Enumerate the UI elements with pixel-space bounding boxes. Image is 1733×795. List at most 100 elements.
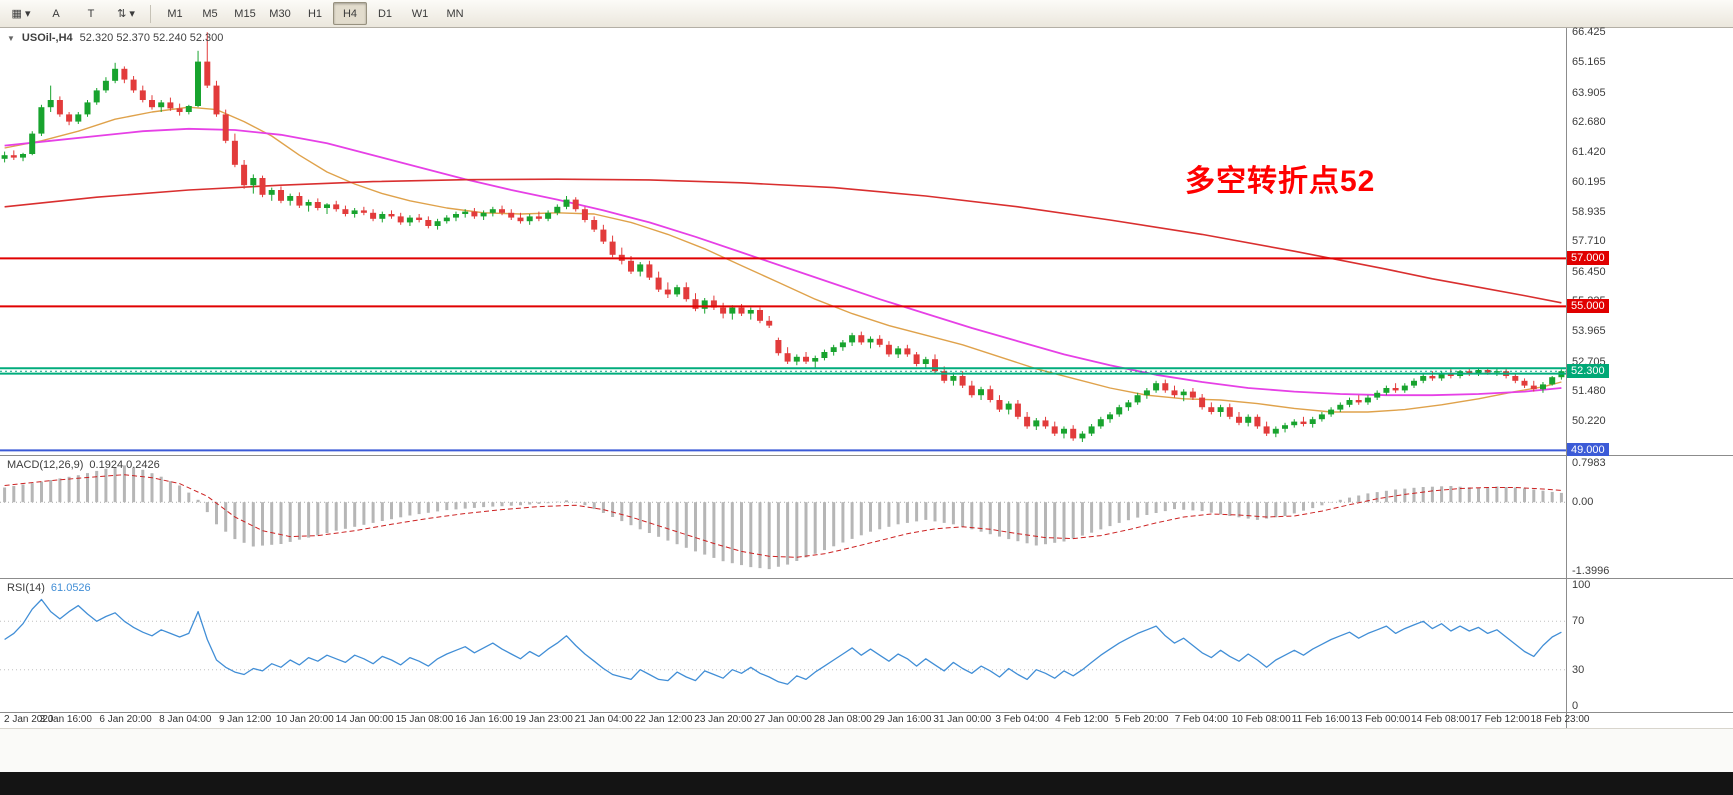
panel-separator[interactable]: [0, 578, 1733, 579]
layout-dropdown-button[interactable]: ⇅ ▾: [117, 8, 135, 20]
timeframe-button-m15[interactable]: M15: [234, 7, 256, 20]
time-label: 11 Feb 16:00: [1291, 714, 1350, 725]
price-tick-label: 51.480: [1572, 384, 1606, 397]
macd-scale-label: 0.00: [1572, 496, 1594, 509]
symbol-period-label: USOil-,H4: [21, 32, 73, 44]
price-level-badge: 57.000: [1567, 251, 1609, 266]
time-label: 28 Jan 08:00: [813, 714, 872, 725]
macd-label: MACD(12,26,9) 0.1924 0.2426: [7, 459, 160, 471]
time-label: 18 Feb 23:00: [1530, 714, 1590, 725]
time-label: 3 Jan 16:00: [39, 714, 92, 725]
rsi-scale-label: 30: [1572, 663, 1585, 676]
timeframe-button-h4[interactable]: H4: [333, 2, 367, 25]
rsi-indicator-panel: RSI(14) 61.0526 100 70 30 0: [0, 579, 1733, 712]
chart-expand-icon[interactable]: ▼: [7, 33, 15, 43]
time-label: 16 Jan 16:00: [455, 714, 514, 725]
time-label: 10 Jan 20:00: [275, 714, 334, 725]
rsi-title: RSI(14): [7, 582, 45, 594]
timeframe-button-w1[interactable]: W1: [411, 7, 429, 20]
ma-fast-orange: [4, 106, 1562, 413]
macd-scale-label: -1.3996: [1572, 565, 1610, 577]
timeframe-button-h1[interactable]: H1: [307, 7, 323, 20]
time-label: 17 Feb 12:00: [1470, 714, 1530, 725]
chart-header: ▼ USOil-,H4 52.320 52.370 52.240 52.300: [7, 32, 223, 44]
price-scale-divider: [1566, 579, 1567, 712]
price-tick-label: 60.195: [1572, 175, 1606, 188]
timeframe-button-m5[interactable]: M5: [202, 7, 218, 20]
price-chart-canvas[interactable]: [0, 28, 1566, 455]
rsi-scale-label: 70: [1572, 615, 1585, 628]
price-level-badge: 49.000: [1567, 443, 1609, 458]
moving-averages-layer: [4, 106, 1562, 413]
time-label: 3 Feb 04:00: [995, 714, 1049, 725]
time-label: 31 Jan 00:00: [933, 714, 992, 725]
tool-icon-group: ▦ ▾ A T ⇅ ▾: [4, 2, 143, 25]
toolbar-separator: [150, 4, 151, 23]
timeframe-button-d1[interactable]: D1: [377, 7, 393, 20]
chart-annotation-text[interactable]: 多空转折点52: [1185, 165, 1376, 198]
time-label: 19 Jan 23:00: [514, 714, 573, 725]
time-label: 14 Feb 08:00: [1411, 714, 1470, 725]
rsi-canvas[interactable]: [0, 579, 1566, 712]
price-tick-label: 57.710: [1572, 235, 1606, 248]
cursor-tool-button[interactable]: A: [52, 7, 60, 20]
timeframe-button-m1[interactable]: M1: [167, 7, 183, 20]
price-scale-divider: [1566, 28, 1567, 455]
macd-canvas[interactable]: [0, 456, 1566, 578]
price-tick-label: 56.450: [1572, 265, 1606, 278]
time-label: 29 Jan 16:00: [873, 714, 932, 725]
price-tick-label: 61.420: [1572, 146, 1606, 159]
price-scale-divider: [1566, 713, 1567, 728]
ohlc-values: 52.320 52.370 52.240 52.300: [79, 32, 224, 44]
price-tick-label: 50.220: [1572, 415, 1606, 428]
timeframe-button-m30[interactable]: M30: [269, 7, 291, 20]
candles-layer: [1, 32, 1565, 442]
rsi-scale-label: 100: [1572, 579, 1591, 591]
horizontal-levels-layer: [0, 257, 1566, 452]
price-tick-label: 62.680: [1572, 116, 1606, 129]
time-label: 21 Jan 04:00: [574, 714, 633, 725]
time-label: 2 Jan 2020: [4, 714, 54, 725]
macd-title: MACD(12,26,9): [7, 459, 84, 471]
time-label: 5 Feb 20:00: [1114, 714, 1169, 725]
timeframe-button-mn[interactable]: MN: [446, 7, 464, 20]
macd-values: 0.1924 0.2426: [89, 459, 160, 471]
price-tick-label: 58.935: [1572, 206, 1606, 218]
price-tick-label: 65.165: [1572, 56, 1606, 69]
time-label: 22 Jan 12:00: [634, 714, 693, 725]
top-toolbar: ▦ ▾ A T ⇅ ▾ M1 M5 M15 M30 H1 H4 D1 W1 MN: [0, 0, 1733, 28]
time-label: 27 Jan 00:00: [754, 714, 812, 725]
ma-mid-magenta: [4, 127, 1562, 397]
price-chart-panel: ▼ USOil-,H4 52.320 52.370 52.240 52.300 …: [0, 26, 1733, 458]
time-label: 7 Feb 04:00: [1174, 714, 1229, 725]
rsi-value: 61.0526: [50, 582, 91, 594]
macd-indicator-panel: MACD(12,26,9) 0.1924 0.2426 0.7983 0.00 -1…: [0, 456, 1733, 578]
time-label: 10 Feb 08:00: [1231, 714, 1291, 725]
macd-histogram-layer: [3, 465, 1563, 570]
panel-separator[interactable]: [0, 455, 1733, 456]
time-label: 4 Feb 12:00: [1055, 714, 1109, 725]
time-label: 14 Jan 00:00: [335, 714, 394, 725]
time-label: 9 Jan 12:00: [218, 714, 272, 725]
time-label: 23 Jan 20:00: [694, 714, 753, 725]
price-level-badge: 52.300: [1567, 364, 1609, 379]
terminal-spacer: [0, 728, 1733, 772]
macd-scale-label: 0.7983: [1572, 457, 1606, 469]
rsi-label: RSI(14) 61.0526: [7, 582, 91, 594]
ma-slow-red: [4, 178, 1562, 304]
time-label: 8 Jan 04:00: [159, 714, 212, 725]
time-label: 15 Jan 08:00: [395, 714, 454, 725]
chart-grid-icon[interactable]: ▦ ▾: [11, 8, 31, 20]
time-label: 13 Feb 00:00: [1351, 714, 1411, 725]
price-level-badge: 55.000: [1567, 299, 1609, 314]
timeframe-group: M1 M5 M15 M30 H1 H4 D1 W1 MN: [158, 2, 472, 25]
text-tool-button[interactable]: T: [87, 7, 95, 20]
window-bottom-bar: [0, 772, 1733, 795]
price-tick-label: 63.905: [1572, 86, 1606, 99]
price-scale-divider: [1566, 456, 1567, 578]
time-axis[interactable]: 2 Jan 2020 3 Jan 16:00 6 Jan 20:00 8 Jan 04…: [0, 713, 1733, 728]
panel-separator[interactable]: [0, 712, 1733, 713]
price-tick-label: 66.425: [1572, 26, 1606, 39]
time-label: 6 Jan 20:00: [99, 714, 152, 725]
rsi-scale-label: 0: [1572, 700, 1579, 712]
